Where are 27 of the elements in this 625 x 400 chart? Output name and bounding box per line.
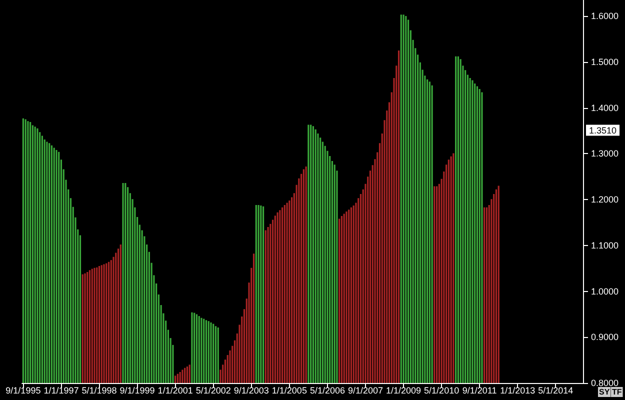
y-tick-label: 0.8000 <box>591 378 619 388</box>
text: TF <box>612 388 622 396</box>
y-tick-label: 1.0000 <box>591 286 619 296</box>
text: SY <box>599 388 610 396</box>
x-tick-label: 9/1/2003 <box>234 386 269 396</box>
x-tick-label: 9/1/1995 <box>6 386 41 396</box>
x-tick-label: 1/1/2009 <box>386 386 422 396</box>
y-tick-label: 0.9000 <box>591 332 619 342</box>
x-tick-label: 5/1/2006 <box>310 386 345 396</box>
x-tick-label: 9/1/1999 <box>120 386 155 396</box>
y-tick-label: 1.4000 <box>591 102 619 113</box>
y-tick-label: 1.1000 <box>591 240 619 250</box>
y-tick-label: 1.6000 <box>591 11 619 22</box>
x-tick-label: 9/1/2011 <box>462 386 497 396</box>
x-tick-label: 1/1/2001 <box>158 386 193 396</box>
x-tick-label: 5/1/2014 <box>538 386 574 396</box>
x-tick-label: 5/1/2002 <box>196 386 231 396</box>
x-tick-label: 5/1/1998 <box>82 386 117 396</box>
y-tick-label: 1.3000 <box>591 148 619 159</box>
x-tick-label: 1/1/1997 <box>44 386 79 396</box>
annotation: 1.3510 <box>589 125 617 136</box>
x-tick-label: 9/1/2007 <box>348 386 384 396</box>
y-tick-label: 1.5000 <box>591 56 619 67</box>
x-tick-label: 1/1/2013 <box>500 386 536 396</box>
x-tick-label: 1/1/2005 <box>272 386 307 396</box>
y-tick-label: 1.2000 <box>591 194 619 205</box>
x-tick-label: 5/1/2010 <box>424 386 460 396</box>
